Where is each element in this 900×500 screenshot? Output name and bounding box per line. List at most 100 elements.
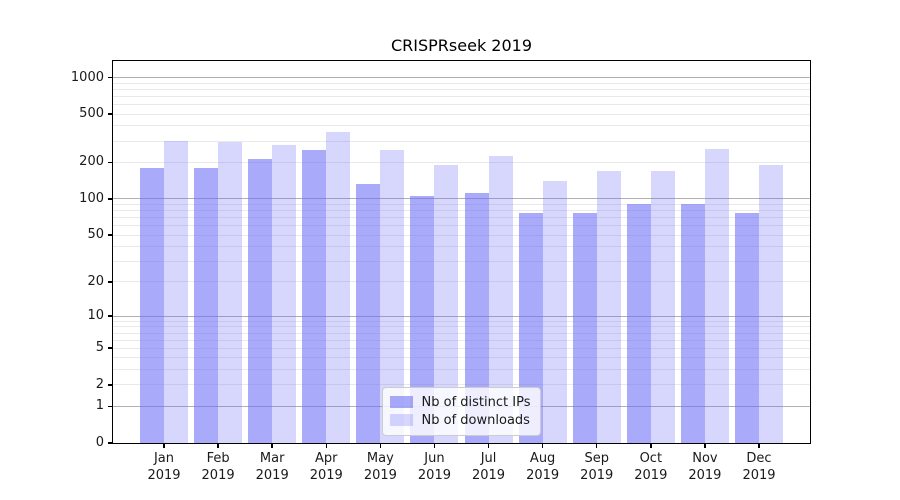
- gridline: [113, 198, 810, 200]
- y-tick-mark: [108, 161, 112, 164]
- gridline: [113, 161, 810, 163]
- y-tick-label: 200: [79, 154, 104, 170]
- y-tick-mark: [108, 198, 112, 200]
- x-tick-mark: [487, 444, 490, 448]
- gridline: [113, 320, 810, 322]
- y-tick-mark: [108, 347, 112, 349]
- y-tick-label: 1: [95, 398, 104, 414]
- y-tick-mark: [108, 76, 112, 79]
- gridline: [113, 326, 810, 328]
- legend-swatch-downloads: [389, 414, 413, 426]
- x-tick-mark: [704, 444, 706, 448]
- gridline: [113, 210, 810, 212]
- x-tick-label-oct: Oct 2019: [634, 451, 668, 483]
- bar-nb-of-downloads-sep: [596, 171, 621, 443]
- y-tick-label: 5: [95, 340, 104, 356]
- bar-nb-of-distinct-ips-apr: [302, 149, 327, 443]
- x-tick-mark: [271, 444, 273, 448]
- gridline: [113, 347, 810, 349]
- bar-nb-of-distinct-ips-oct: [626, 203, 651, 443]
- gridline: [113, 246, 810, 248]
- gridline: [113, 95, 810, 97]
- bar-nb-of-distinct-ips-mar: [248, 158, 273, 443]
- x-tick-label-may: May 2019: [363, 451, 397, 483]
- bar-nb-of-downloads-aug: [542, 180, 567, 443]
- gridline: [113, 140, 810, 142]
- gridline: [113, 281, 810, 283]
- y-tick-label: 2: [95, 376, 104, 392]
- bar-nb-of-distinct-ips-sep: [572, 212, 597, 443]
- y-tick-label: 50: [87, 227, 104, 243]
- gridline: [113, 225, 810, 227]
- bar-nb-of-downloads-oct: [650, 170, 675, 443]
- bar-nb-of-distinct-ips-nov: [680, 204, 705, 443]
- gridline: [113, 104, 810, 106]
- gridline: [113, 125, 810, 127]
- legend-item-distinct-ips: Nb of distinct IPs: [389, 393, 531, 411]
- bar-nb-of-distinct-ips-jan: [140, 168, 164, 443]
- x-tick-mark: [433, 444, 436, 448]
- y-tick-label: 1000: [70, 69, 104, 85]
- bar-nb-of-downloads-dec: [759, 165, 783, 443]
- x-tick-label-nov: Nov 2019: [688, 451, 722, 483]
- y-tick-mark: [108, 315, 112, 317]
- bar-nb-of-downloads-apr: [326, 132, 351, 443]
- y-tick-mark: [108, 113, 112, 115]
- x-tick-label-sep: Sep 2019: [580, 451, 614, 483]
- gridline: [113, 339, 810, 341]
- legend-item-downloads: Nb of downloads: [389, 411, 531, 429]
- gridline: [113, 332, 810, 334]
- bar-nb-of-distinct-ips-may: [356, 183, 381, 443]
- x-tick-mark: [595, 444, 598, 448]
- gridline: [113, 369, 810, 371]
- bar-nb-of-distinct-ips-feb: [194, 167, 219, 443]
- gridline: [113, 113, 810, 115]
- x-tick-mark: [163, 444, 165, 448]
- x-tick-label-jan: Jan 2019: [147, 451, 181, 483]
- y-tick-label: 20: [87, 273, 104, 289]
- x-tick-label-feb: Feb 2019: [201, 451, 235, 483]
- gridline: [113, 234, 810, 236]
- bar-nb-of-downloads-mar: [272, 144, 297, 443]
- legend-label-downloads: Nb of downloads: [421, 412, 530, 428]
- x-tick-label-jul: Jul 2019: [471, 451, 506, 483]
- legend-label-distinct-ips: Nb of distinct IPs: [421, 394, 531, 410]
- x-tick-mark: [541, 444, 544, 448]
- bar-nb-of-downloads-nov: [704, 149, 729, 443]
- gridline: [113, 217, 810, 219]
- gridline: [113, 260, 810, 262]
- plot-area: Nb of distinct IPs Nb of downloads: [112, 60, 811, 444]
- x-tick-mark: [379, 444, 382, 448]
- x-tick-label-apr: Apr 2019: [309, 451, 343, 483]
- y-tick-mark: [108, 281, 112, 283]
- gridline: [113, 315, 810, 317]
- y-tick-mark: [108, 234, 112, 236]
- x-tick-mark: [650, 444, 652, 448]
- x-tick-mark: [217, 444, 219, 448]
- y-tick-label: 100: [79, 190, 104, 206]
- gridline: [113, 88, 810, 90]
- x-tick-mark: [758, 444, 760, 448]
- y-tick-mark: [108, 405, 112, 408]
- x-tick-label-mar: Mar 2019: [255, 451, 289, 483]
- bar-nb-of-downloads-feb: [218, 142, 243, 443]
- x-tick-label-dec: Dec 2019: [742, 451, 776, 483]
- x-tick-mark: [325, 444, 328, 448]
- y-tick-label: 500: [79, 106, 104, 122]
- bar-nb-of-downloads-jan: [164, 140, 188, 443]
- x-tick-label-jun: Jun 2019: [417, 451, 451, 483]
- chart-title: CRISPRseek 2019: [390, 36, 533, 55]
- x-tick-label-aug: Aug 2019: [526, 451, 560, 483]
- gridline: [113, 203, 810, 205]
- bar-nb-of-distinct-ips-dec: [735, 212, 759, 443]
- gridline: [113, 77, 810, 79]
- gridline: [113, 82, 810, 84]
- legend-swatch-distinct-ips: [389, 396, 413, 408]
- gridline: [113, 357, 810, 359]
- gridline: [113, 384, 810, 386]
- y-tick-label: 10: [87, 308, 104, 324]
- y-tick-label: 0: [95, 435, 104, 450]
- y-tick-mark: [108, 442, 112, 444]
- legend: Nb of distinct IPs Nb of downloads: [381, 387, 542, 436]
